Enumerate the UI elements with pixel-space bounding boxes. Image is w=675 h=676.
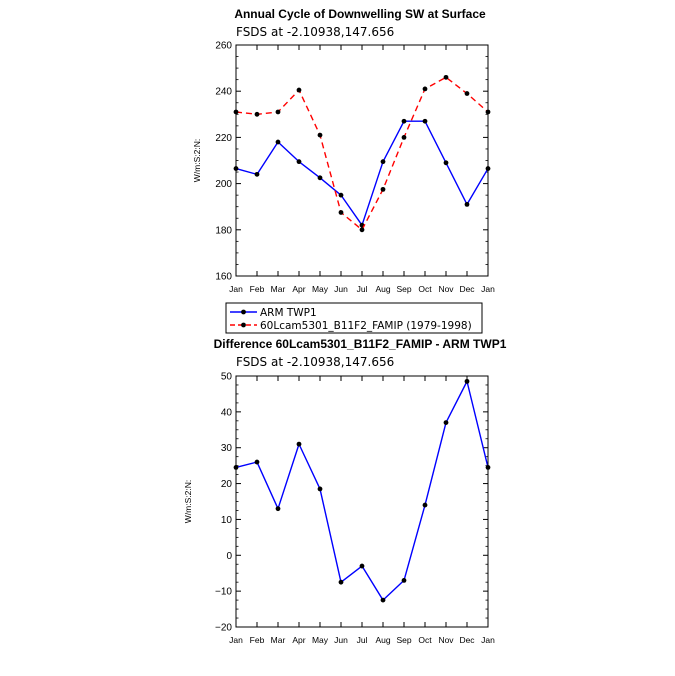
y-axis-label: W/m:S:2:N: <box>183 480 193 523</box>
x-tick-label: Feb <box>250 284 265 294</box>
x-tick-label: Jan <box>229 635 243 645</box>
data-point <box>275 109 281 115</box>
data-point <box>275 139 281 145</box>
y-tick-label: −20 <box>215 623 232 634</box>
chart-panel-2: Difference 60Lcam5301_B11F2_FAMIP - ARM … <box>183 337 507 645</box>
legend-marker <box>241 309 246 315</box>
x-tick-label: Nov <box>438 635 454 645</box>
data-point <box>254 171 260 177</box>
x-tick-label: Nov <box>438 284 454 294</box>
data-point <box>296 441 302 447</box>
x-tick-label: Dec <box>459 284 475 294</box>
x-tick-label: Dec <box>459 635 475 645</box>
data-point <box>338 192 344 198</box>
y-tick-label: 200 <box>215 179 232 190</box>
legend-entry: ARM TWP1 <box>260 307 317 319</box>
x-tick-label: Jun <box>334 635 348 645</box>
y-tick-label: 220 <box>215 133 232 144</box>
legend-entry: 60Lcam5301_B11F2_FAMIP (1979-1998) <box>260 320 472 332</box>
data-point <box>401 135 407 140</box>
chart-subtitle: FSDS at -2.10938,147.656 <box>236 355 394 369</box>
data-point <box>254 459 260 465</box>
data-point <box>254 111 260 117</box>
chart-title: Annual Cycle of Downwelling SW at Surfac… <box>234 7 486 21</box>
data-point <box>464 91 470 96</box>
chart-panel-1: Annual Cycle of Downwelling SW at Surfac… <box>192 7 495 334</box>
data-point <box>443 420 449 426</box>
data-point <box>359 563 365 569</box>
x-tick-label: May <box>312 635 329 645</box>
plot-frame <box>235 44 489 277</box>
data-point <box>380 597 386 603</box>
chart-subtitle: FSDS at -2.10938,147.656 <box>236 25 394 39</box>
legend-marker <box>241 322 246 328</box>
y-tick-label: 50 <box>221 372 233 383</box>
x-tick-label: May <box>312 284 329 294</box>
x-tick-label: Mar <box>271 635 286 645</box>
data-point <box>401 577 407 583</box>
data-point <box>443 160 449 166</box>
data-point <box>422 502 428 508</box>
y-tick-label: 160 <box>215 272 232 283</box>
data-point <box>275 506 281 512</box>
x-tick-label: Jul <box>357 284 368 294</box>
data-point <box>338 210 344 215</box>
x-tick-label: Sep <box>396 284 411 294</box>
data-point <box>380 186 386 192</box>
data-point <box>464 378 470 384</box>
x-tick-label: Apr <box>292 284 305 294</box>
data-point <box>359 227 365 233</box>
x-tick-label: Jan <box>481 284 495 294</box>
data-point <box>401 118 407 124</box>
y-axis-label: W/m:S:2:N: <box>192 139 202 182</box>
y-tick-label: −10 <box>215 587 232 598</box>
x-tick-label: Aug <box>375 284 390 294</box>
data-point <box>338 579 344 585</box>
data-point <box>317 132 323 138</box>
x-tick-label: Oct <box>418 284 432 294</box>
data-point <box>296 87 302 93</box>
y-tick-label: 30 <box>221 443 233 454</box>
x-tick-label: Feb <box>250 635 265 645</box>
series-line-2 <box>235 76 489 231</box>
x-tick-label: Sep <box>396 635 411 645</box>
data-point <box>464 201 470 207</box>
data-point <box>317 175 323 181</box>
data-point <box>317 486 323 492</box>
y-tick-label: 260 <box>215 41 232 52</box>
y-tick-label: 20 <box>221 479 233 490</box>
y-tick-label: 40 <box>221 407 233 418</box>
x-tick-label: Jan <box>229 284 243 294</box>
y-tick-label: 180 <box>215 225 232 236</box>
y-tick-label: 0 <box>226 551 232 562</box>
x-tick-label: Jul <box>357 635 368 645</box>
x-tick-label: Apr <box>292 635 305 645</box>
y-tick-label: 240 <box>215 87 232 98</box>
data-point <box>422 118 428 124</box>
data-point <box>422 86 428 92</box>
data-point <box>380 159 386 165</box>
x-tick-label: Jan <box>481 635 495 645</box>
x-tick-label: Aug <box>375 635 390 645</box>
series-line-1 <box>235 120 489 226</box>
data-point <box>296 159 302 165</box>
x-tick-label: Jun <box>334 284 348 294</box>
x-tick-label: Oct <box>418 635 432 645</box>
y-tick-label: 10 <box>221 515 233 526</box>
legend-box <box>225 302 483 334</box>
plot-frame <box>235 375 489 628</box>
chart-title: Difference 60Lcam5301_B11F2_FAMIP - ARM … <box>214 337 507 351</box>
data-point <box>443 74 449 80</box>
x-tick-label: Mar <box>271 284 286 294</box>
